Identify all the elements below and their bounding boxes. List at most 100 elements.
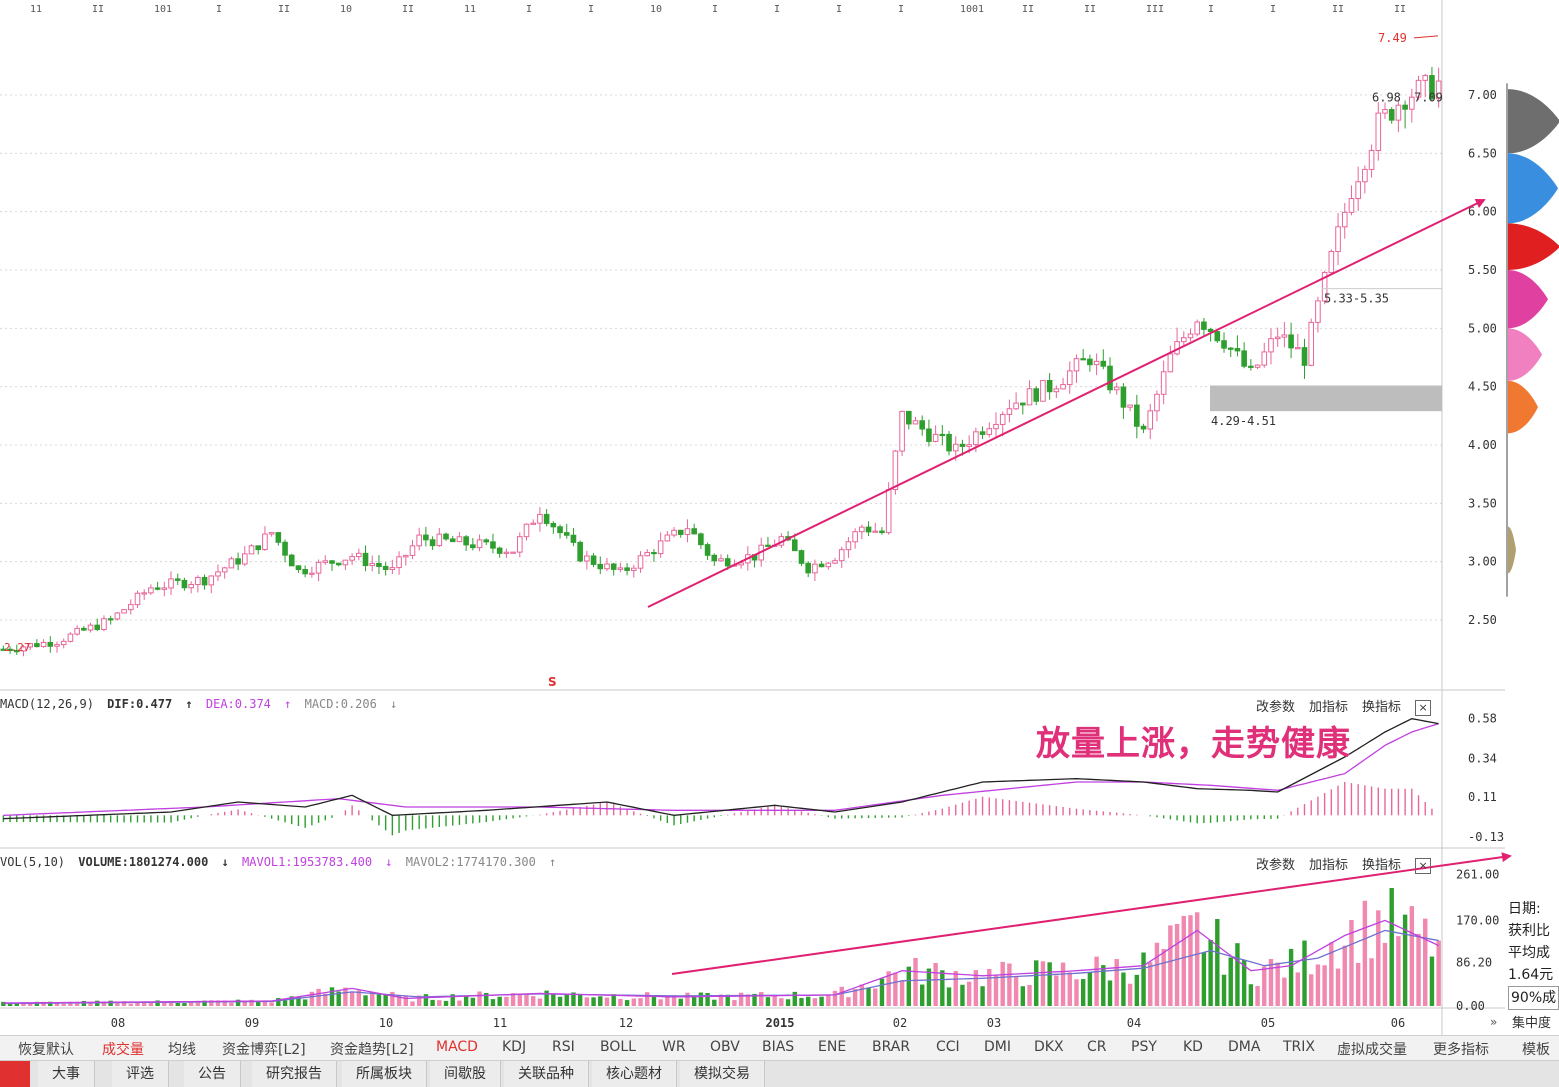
indicator-tab[interactable]: BOLL [600, 1039, 636, 1055]
indicator-tab[interactable]: 均线 [168, 1042, 196, 1058]
bottom-tab[interactable]: 模拟交易 [680, 1061, 765, 1087]
price-axis-label: 7.00 [1468, 88, 1497, 102]
volume-bar [1355, 962, 1361, 1006]
candle-body [946, 433, 952, 452]
indicator-tab[interactable]: DKX [1034, 1039, 1064, 1055]
volume-bar [826, 994, 831, 1006]
indicator-tab[interactable]: 恢复默认 [18, 1042, 74, 1058]
indicator-tab[interactable]: MACD [436, 1039, 478, 1055]
candle-body [845, 541, 852, 551]
volume-bar [168, 1002, 174, 1006]
indicator-tab[interactable]: 模板 [1522, 1042, 1550, 1058]
volume-bar [1168, 925, 1173, 1006]
indicator-tab[interactable]: KDJ [502, 1039, 527, 1055]
indicator-tab[interactable]: BRAR [872, 1039, 911, 1055]
volume-bar [1295, 972, 1300, 1006]
volume-bar [289, 996, 294, 1006]
vol-switch-indicator-button[interactable]: 换指标 [1362, 858, 1402, 873]
volume-bar [61, 1003, 66, 1006]
candle-body [986, 428, 993, 435]
indicator-tab[interactable]: TRIX [1283, 1039, 1315, 1055]
candle-body [470, 544, 476, 549]
vol-close-button[interactable]: × [1415, 858, 1432, 874]
chip-band [1508, 270, 1548, 329]
top-marker: 11 [30, 4, 42, 15]
indicator-tab[interactable]: 更多指标 [1433, 1042, 1489, 1058]
candle-body [550, 522, 557, 528]
candle-body [235, 558, 241, 565]
chip-info-panel: 日期: 获利比 平均成 1.64元 90%成 [1508, 898, 1559, 1010]
support-zone [1210, 385, 1442, 412]
indicator-tab[interactable]: WR [662, 1039, 686, 1055]
indicator-tab[interactable]: CCI [936, 1039, 960, 1055]
indicator-tab[interactable]: CR [1087, 1039, 1107, 1055]
indicator-tab[interactable]: PSY [1131, 1039, 1157, 1055]
candle-body [516, 536, 523, 553]
candle-body [1154, 393, 1160, 412]
macd-switch-indicator-button[interactable]: 换指标 [1362, 700, 1402, 715]
bottom-tab[interactable]: 评选 [112, 1061, 169, 1087]
volume-bar [88, 1001, 93, 1006]
resist-zone-label: 5.33-5.35 [1324, 292, 1389, 306]
volume-bar [913, 957, 918, 1006]
indicator-tab[interactable]: RSI [552, 1039, 575, 1055]
vol-add-indicator-button[interactable]: 加指标 [1309, 858, 1349, 873]
bottom-tab[interactable]: 大事 [38, 1061, 95, 1087]
candle-body [282, 541, 288, 556]
indicator-tab[interactable]: BIAS [762, 1039, 795, 1055]
indicator-tab[interactable]: 资金趋势[L2] [330, 1042, 414, 1058]
candle-body [838, 549, 845, 562]
volume-bar [973, 970, 979, 1006]
date-axis-label: 12 [619, 1016, 633, 1030]
volume-bar [705, 992, 710, 1006]
volume-bar [1221, 974, 1227, 1006]
top-marker: 101 [154, 4, 172, 15]
candle-body [208, 575, 215, 586]
volume-bar [1248, 984, 1254, 1006]
indicator-tab[interactable]: 资金博弈[L2] [222, 1042, 306, 1058]
candle-body [912, 420, 919, 425]
date-axis-label: 06 [1391, 1016, 1405, 1030]
volume-bar [1067, 972, 1072, 1006]
date-axis-label: 02 [893, 1016, 907, 1030]
indicator-tab[interactable]: KD [1183, 1039, 1203, 1055]
volume-bar [1127, 983, 1133, 1006]
candle-body [1107, 365, 1113, 391]
top-marker: III [1146, 4, 1164, 15]
bottom-tab[interactable]: 间歇股 [430, 1061, 501, 1087]
macd-close-button[interactable]: × [1415, 700, 1432, 716]
top-marker: I [216, 4, 222, 15]
chip-date-label: 日期: [1508, 901, 1541, 917]
volume-bar [1134, 974, 1140, 1006]
volume-bar [531, 996, 536, 1006]
high-price-label: 7.49 [1378, 31, 1407, 45]
candle-body [590, 555, 597, 565]
macd-edit-params-button[interactable]: 改参数 [1256, 700, 1296, 715]
indicator-tab[interactable]: DMI [984, 1039, 1011, 1055]
vol-axis-label: 86.20 [1456, 956, 1492, 970]
vol-edit-params-button[interactable]: 改参数 [1256, 858, 1296, 873]
top-marker: II [402, 4, 414, 15]
indicator-tab[interactable]: OBV [710, 1039, 740, 1055]
candle-body [1388, 109, 1395, 121]
vol-mavol1: 1953783.400 [292, 855, 373, 869]
indicator-tab[interactable]: 虚拟成交量 [1337, 1042, 1407, 1058]
bottom-tab[interactable]: 关联品种 [504, 1061, 589, 1087]
macd-add-indicator-button[interactable]: 加指标 [1309, 700, 1349, 715]
volume-bar [128, 1003, 133, 1006]
volume-bar [698, 992, 704, 1006]
candle-body [1261, 351, 1268, 366]
volume-bar [383, 994, 388, 1006]
chip-pct-label: 90%成 [1508, 986, 1559, 1010]
indicator-tab[interactable]: 成交量 [102, 1042, 144, 1058]
bottom-tab[interactable]: 公告 [184, 1061, 241, 1087]
bottom-red-marker[interactable] [0, 1061, 30, 1087]
indicator-tab[interactable]: DMA [1228, 1039, 1261, 1055]
indicator-tab[interactable]: ENE [818, 1039, 847, 1055]
candle-body [604, 563, 610, 570]
volume-bar [54, 1001, 60, 1006]
bottom-tab[interactable]: 核心题材 [592, 1061, 677, 1087]
bottom-tab[interactable]: 所属板块 [342, 1061, 427, 1087]
bottom-tab[interactable]: 研究报告 [252, 1061, 337, 1087]
candle-body [852, 531, 858, 543]
